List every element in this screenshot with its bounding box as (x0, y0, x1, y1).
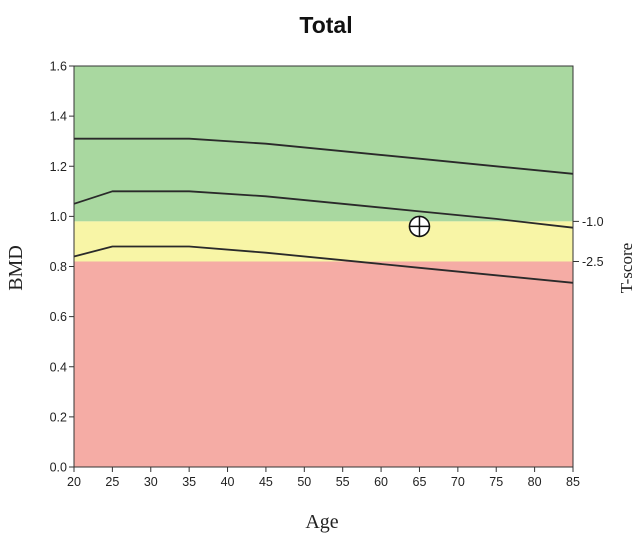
y-tick-label: 0.2 (50, 410, 67, 424)
y-tick-label: 0.6 (50, 310, 67, 324)
y-tick-label: 1.2 (50, 160, 67, 174)
chart-title: Total (299, 12, 352, 38)
y-tick-label: 1.6 (50, 60, 67, 74)
x-tick-label: 85 (566, 475, 580, 489)
y-tick-label: 0.8 (50, 260, 67, 274)
y-tick-label: 0.0 (50, 461, 67, 475)
x-tick-label: 55 (336, 475, 350, 489)
zone-osteoporosis (74, 261, 573, 467)
x-tick-label: 60 (374, 475, 388, 489)
tscore-ticks: -1.0 -2.5 (573, 215, 604, 269)
zone-osteopenia (74, 221, 573, 262)
reference-curves (73, 137, 574, 284)
x-tick-label: 25 (105, 475, 119, 489)
x-axis-label: Age (305, 511, 338, 533)
y-tick-label: 1.0 (50, 210, 67, 224)
reference-curve-1 (74, 137, 574, 175)
zone-normal (74, 66, 573, 222)
tscore-tick-label: -2.5 (582, 255, 604, 269)
x-axis-ticks: 20 25 30 35 40 45 50 55 60 65 70 75 80 85 (67, 467, 580, 489)
x-tick-label: 45 (259, 475, 273, 489)
y-tick-label: 0.4 (50, 360, 67, 374)
x-tick-label: 80 (528, 475, 542, 489)
x-tick-label: 35 (182, 475, 196, 489)
x-tick-label: 30 (144, 475, 158, 489)
patient-marker (408, 215, 431, 238)
tscore-tick-label: -1.0 (582, 215, 604, 229)
y-axis-ticks: 0.0 0.2 0.4 0.6 0.8 1.0 1.2 1.4 1.6 (50, 60, 74, 475)
x-tick-label: 70 (451, 475, 465, 489)
tscore-axis-label: T-score (617, 243, 636, 293)
reference-curve-2 (73, 190, 574, 229)
y-axis-label: BMD (5, 245, 27, 291)
zone-layer (74, 66, 573, 467)
reference-curve-3 (73, 245, 574, 284)
x-tick-label: 50 (297, 475, 311, 489)
y-tick-label: 1.4 (50, 110, 67, 124)
x-tick-label: 75 (489, 475, 503, 489)
x-tick-label: 40 (221, 475, 235, 489)
x-tick-label: 65 (413, 475, 427, 489)
x-tick-label: 20 (67, 475, 81, 489)
